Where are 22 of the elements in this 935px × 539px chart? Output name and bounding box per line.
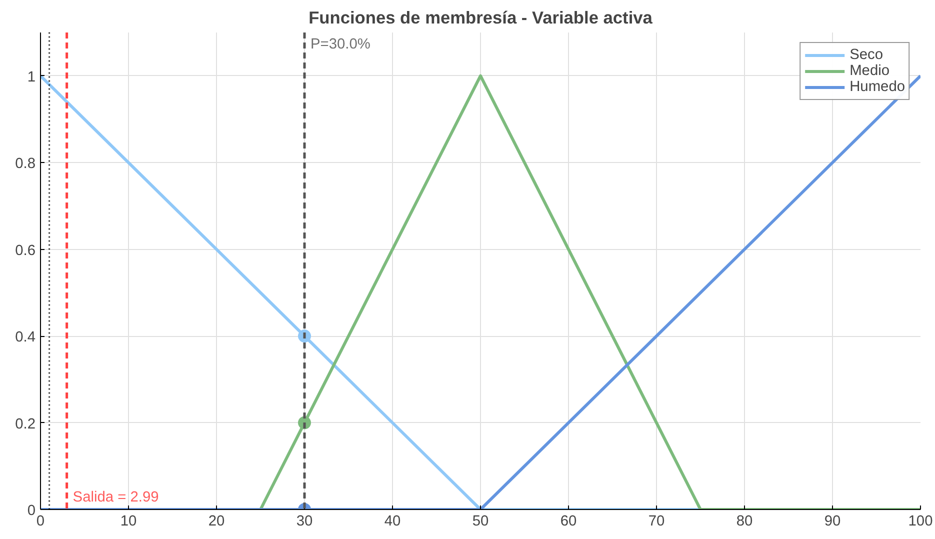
x-tick-label: 30 [296, 514, 313, 530]
y-tick-label: 0 [27, 503, 36, 519]
legend-label: Medio [850, 63, 890, 79]
y-tick-label: 0.4 [15, 330, 36, 346]
x-tick-label: 60 [560, 514, 577, 530]
x-tick-label: 80 [736, 514, 753, 530]
legend-label: Humedo [850, 79, 905, 95]
y-tick-label: 0.6 [15, 242, 36, 259]
x-tick-label: 70 [648, 514, 665, 530]
x-tick-label: 10 [120, 514, 137, 530]
y-tick-label: 1 [27, 69, 36, 86]
ref-line-label: Salida = 2.99 [72, 490, 159, 506]
x-tick-label: 40 [384, 514, 401, 530]
y-tick-label: 0.2 [15, 416, 36, 432]
chart-title: Funciones de membresía - Variable activa [308, 8, 653, 28]
ref-line-label: P=30.0% [310, 36, 370, 52]
x-tick-label: 100 [908, 514, 933, 530]
x-tick-label: 50 [472, 514, 489, 530]
legend-label: Seco [850, 47, 883, 63]
x-tick-label: 90 [824, 514, 841, 530]
y-tick-label: 0.8 [15, 156, 36, 172]
x-tick-label: 20 [208, 514, 225, 530]
